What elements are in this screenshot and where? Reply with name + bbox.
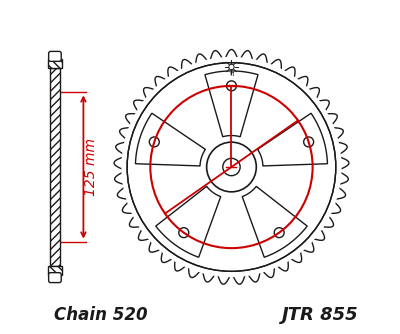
Circle shape	[207, 142, 256, 192]
Text: 10.5: 10.5	[240, 120, 266, 133]
Text: 125 mm: 125 mm	[84, 138, 98, 196]
Circle shape	[229, 64, 234, 69]
Text: π: π	[229, 70, 234, 76]
Polygon shape	[114, 49, 349, 284]
Circle shape	[274, 228, 284, 237]
Bar	[48, 59, 62, 67]
Bar	[48, 267, 62, 275]
Polygon shape	[205, 71, 258, 137]
Circle shape	[226, 81, 236, 91]
FancyBboxPatch shape	[49, 51, 61, 61]
Text: JTR 855: JTR 855	[282, 306, 359, 324]
Circle shape	[223, 158, 240, 176]
Circle shape	[304, 137, 314, 147]
Polygon shape	[242, 186, 307, 257]
Bar	[50, 67, 60, 267]
Polygon shape	[136, 113, 205, 166]
Bar	[48, 267, 62, 275]
Circle shape	[149, 137, 159, 147]
Circle shape	[179, 228, 189, 237]
Text: 145 mm: 145 mm	[203, 136, 258, 180]
Bar	[50, 67, 60, 267]
FancyBboxPatch shape	[49, 273, 61, 283]
Bar	[48, 59, 62, 67]
Polygon shape	[156, 186, 221, 257]
Text: Chain 520: Chain 520	[54, 306, 148, 324]
Polygon shape	[258, 113, 328, 166]
Circle shape	[121, 57, 342, 277]
